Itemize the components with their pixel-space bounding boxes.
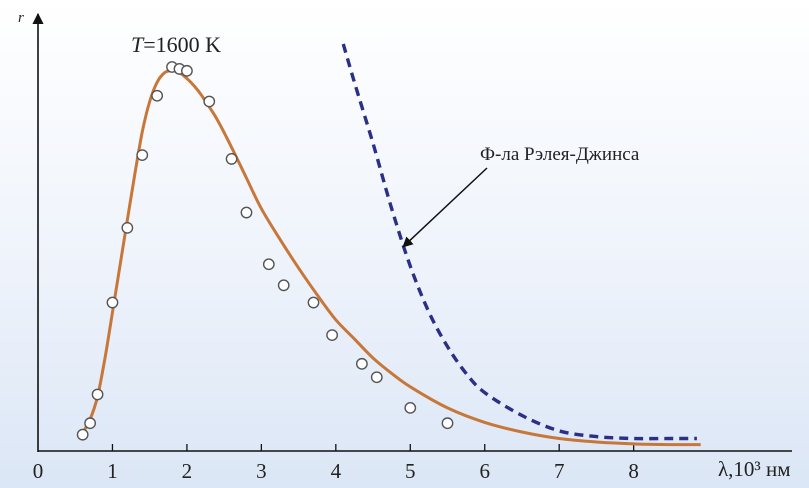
x-tick-label: 1 [107, 459, 118, 483]
data-point [84, 417, 97, 430]
annotation-arrow [402, 167, 488, 248]
x-tick-label: 2 [182, 459, 193, 483]
data-point [307, 296, 320, 309]
x-tick-label: 6 [479, 459, 490, 483]
rayleigh-jeans-curve [341, 43, 697, 441]
data-point [76, 428, 89, 441]
x-tick-label: 5 [405, 459, 416, 483]
title-variable: T [131, 32, 145, 57]
data-point [136, 149, 149, 161]
annotation-label: Ф-ла Рэлея-Джинса [480, 144, 640, 165]
data-point [441, 417, 454, 430]
data-point [404, 401, 417, 414]
chart-title: T=1600 K [131, 32, 221, 57]
y-axis-label: r [18, 10, 24, 26]
data-point [355, 357, 368, 370]
x-tick-label: 0 [33, 459, 44, 483]
data-point [326, 329, 339, 341]
data-point [370, 371, 383, 384]
data-point [277, 279, 290, 292]
data-point [240, 206, 253, 219]
planck-curve [81, 69, 701, 447]
data-point [151, 89, 164, 102]
measured-points [76, 61, 454, 441]
series-layer [81, 43, 701, 447]
data-point [181, 64, 193, 77]
data-point [203, 95, 216, 108]
title-value: =1600 K [143, 32, 221, 57]
data-point [106, 296, 119, 309]
data-point [121, 221, 134, 234]
data-point [225, 153, 238, 165]
x-tick-label: 4 [331, 459, 342, 483]
x-ticks: 0 1 2 3 4 5 6 7 8 [33, 444, 639, 483]
data-point [91, 388, 104, 401]
chart-labels: T=1600 K r λ,10³ нм Ф-ла Рэлея-Джинса [18, 10, 791, 481]
data-point [262, 258, 275, 271]
x-tick-label: 8 [628, 459, 639, 483]
x-tick-label: 7 [554, 459, 565, 483]
axes [32, 12, 792, 452]
x-tick-label: 3 [256, 459, 267, 483]
x-axis-label: λ,10³ нм [718, 457, 791, 481]
